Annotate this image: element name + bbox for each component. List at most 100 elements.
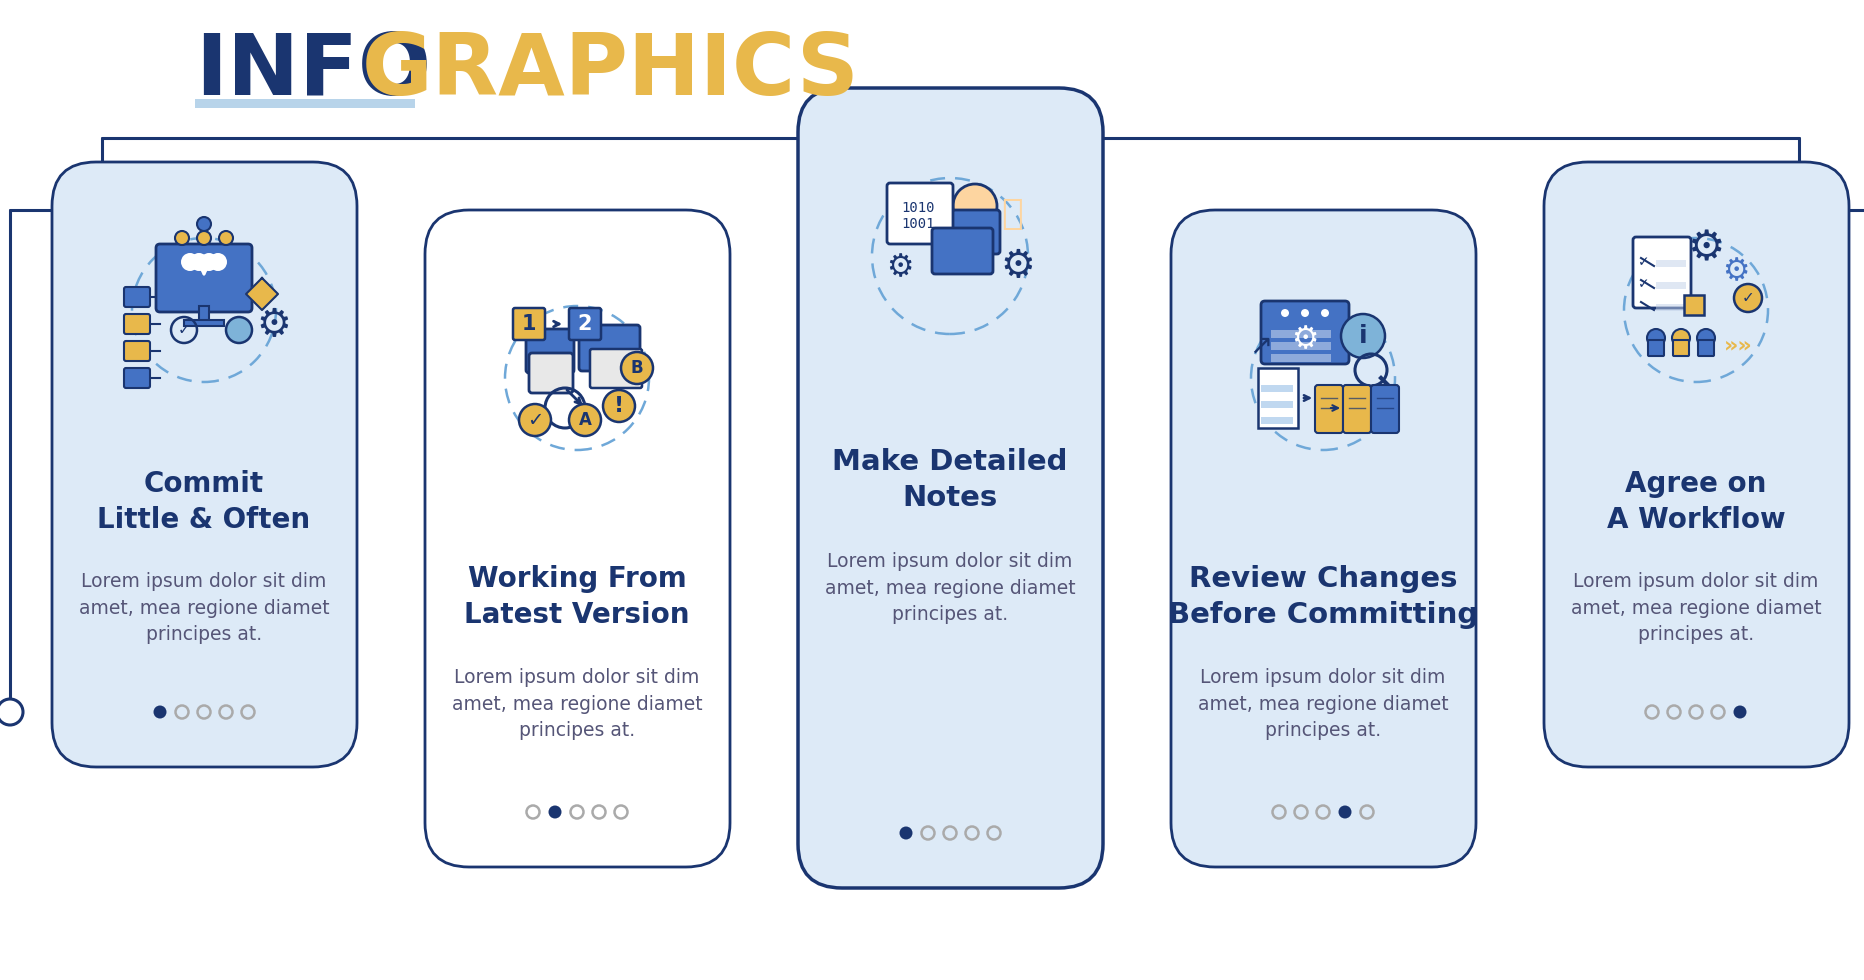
- Text: ⚙: ⚙: [257, 306, 291, 344]
- Bar: [1655, 282, 1685, 289]
- FancyBboxPatch shape: [1342, 385, 1370, 433]
- Circle shape: [1338, 806, 1351, 818]
- Text: Commit
Little & Often: Commit Little & Often: [97, 470, 311, 534]
- Text: ⚙: ⚙: [1687, 227, 1724, 269]
- Bar: [199, 306, 209, 322]
- FancyBboxPatch shape: [123, 368, 149, 388]
- Text: ⚙: ⚙: [885, 254, 913, 282]
- Circle shape: [1301, 309, 1309, 317]
- Text: 1001: 1001: [900, 217, 934, 231]
- Circle shape: [1340, 314, 1385, 358]
- Circle shape: [1281, 309, 1288, 317]
- Bar: [1655, 260, 1685, 267]
- FancyBboxPatch shape: [123, 287, 149, 307]
- Text: 1: 1: [522, 314, 537, 334]
- Bar: [196, 99, 416, 108]
- FancyBboxPatch shape: [887, 183, 953, 244]
- Text: Working From
Latest Version: Working From Latest Version: [464, 565, 690, 629]
- FancyBboxPatch shape: [578, 325, 639, 371]
- Circle shape: [209, 253, 227, 271]
- Text: ✋: ✋: [1001, 197, 1021, 231]
- Bar: [1271, 342, 1331, 350]
- Text: !: !: [613, 396, 624, 416]
- FancyBboxPatch shape: [529, 353, 572, 393]
- FancyBboxPatch shape: [1633, 237, 1691, 308]
- FancyBboxPatch shape: [798, 88, 1102, 888]
- Polygon shape: [246, 278, 278, 310]
- Text: Agree on
A Workflow: Agree on A Workflow: [1605, 470, 1784, 534]
- Circle shape: [621, 352, 652, 384]
- Circle shape: [175, 231, 188, 245]
- FancyBboxPatch shape: [1648, 340, 1663, 356]
- Text: i: i: [1359, 324, 1366, 348]
- Text: ↗: ↗: [1249, 332, 1271, 360]
- Text: »»: »»: [1722, 335, 1752, 355]
- FancyBboxPatch shape: [1171, 210, 1474, 867]
- Text: ✓: ✓: [526, 411, 542, 429]
- Circle shape: [569, 404, 600, 436]
- Text: ⚙: ⚙: [1290, 325, 1318, 355]
- Bar: [1258, 368, 1297, 428]
- FancyBboxPatch shape: [513, 308, 544, 340]
- Circle shape: [1696, 329, 1715, 347]
- Text: Review Changes
Before Committing: Review Changes Before Committing: [1167, 565, 1478, 629]
- Circle shape: [198, 231, 211, 245]
- Text: Lorem ipsum dolor sit dim
amet, mea regione diamet
principes at.: Lorem ipsum dolor sit dim amet, mea regi…: [824, 552, 1076, 624]
- Circle shape: [198, 217, 211, 231]
- Circle shape: [1646, 329, 1665, 347]
- Bar: [1260, 385, 1292, 392]
- Circle shape: [518, 404, 550, 436]
- Text: ⚙: ⚙: [1720, 258, 1748, 286]
- Circle shape: [153, 706, 166, 718]
- Bar: [185, 320, 224, 326]
- Text: Make Detailed
Notes: Make Detailed Notes: [831, 448, 1068, 512]
- Text: Lorem ipsum dolor sit dim
amet, mea regione diamet
principes at.: Lorem ipsum dolor sit dim amet, mea regi…: [1197, 668, 1448, 740]
- Circle shape: [1320, 309, 1329, 317]
- Bar: [190, 259, 218, 268]
- Text: ✓: ✓: [1637, 277, 1650, 291]
- Bar: [1271, 354, 1331, 362]
- FancyBboxPatch shape: [425, 210, 729, 867]
- Text: GRAPHICS: GRAPHICS: [362, 30, 859, 114]
- Bar: [1260, 401, 1292, 408]
- Text: INFO: INFO: [196, 30, 431, 114]
- Circle shape: [226, 317, 252, 343]
- Text: Lorem ipsum dolor sit dim
amet, mea regione diamet
principes at.: Lorem ipsum dolor sit dim amet, mea regi…: [78, 572, 330, 644]
- Text: ✓: ✓: [1741, 290, 1754, 306]
- Text: 1010: 1010: [900, 201, 934, 215]
- FancyBboxPatch shape: [52, 162, 356, 767]
- Bar: [1655, 304, 1685, 311]
- Text: 2: 2: [578, 314, 593, 334]
- FancyBboxPatch shape: [526, 329, 574, 373]
- FancyBboxPatch shape: [569, 308, 600, 340]
- Circle shape: [953, 184, 997, 228]
- Bar: [1260, 417, 1292, 424]
- FancyBboxPatch shape: [951, 210, 999, 254]
- Text: Lorem ipsum dolor sit dim
amet, mea regione diamet
principes at.: Lorem ipsum dolor sit dim amet, mea regi…: [1569, 572, 1821, 644]
- FancyBboxPatch shape: [589, 349, 641, 388]
- FancyBboxPatch shape: [123, 314, 149, 334]
- Circle shape: [1732, 706, 1745, 718]
- Text: ✓: ✓: [1637, 255, 1650, 269]
- Circle shape: [181, 253, 199, 271]
- FancyBboxPatch shape: [1696, 340, 1713, 356]
- FancyBboxPatch shape: [932, 228, 992, 274]
- FancyBboxPatch shape: [1370, 385, 1398, 433]
- Text: B: B: [630, 359, 643, 377]
- Bar: [1271, 330, 1331, 338]
- FancyBboxPatch shape: [1672, 340, 1689, 356]
- Circle shape: [0, 699, 22, 725]
- Bar: [1683, 295, 1704, 315]
- FancyBboxPatch shape: [1543, 162, 1847, 767]
- Circle shape: [1734, 284, 1761, 312]
- Circle shape: [190, 253, 209, 271]
- Circle shape: [548, 806, 561, 818]
- FancyBboxPatch shape: [1260, 301, 1348, 364]
- Circle shape: [218, 231, 233, 245]
- FancyBboxPatch shape: [157, 244, 252, 312]
- Text: ⚙: ⚙: [999, 247, 1035, 285]
- Circle shape: [898, 826, 911, 840]
- Text: ✓: ✓: [177, 322, 190, 337]
- FancyBboxPatch shape: [123, 341, 149, 361]
- Circle shape: [1672, 329, 1689, 347]
